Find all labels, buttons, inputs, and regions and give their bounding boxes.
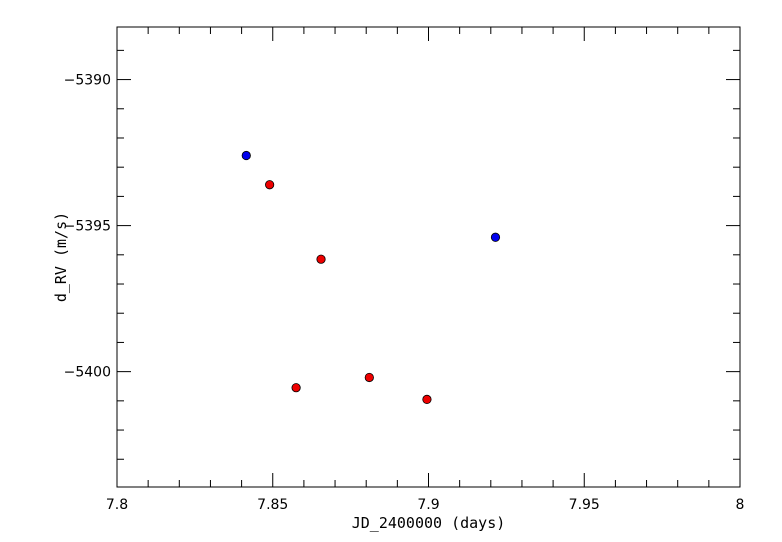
data-point: [241, 150, 251, 161]
tick-labels: 7.8 7.85 7.9 7.95 8 −5390 −5395 −5400: [64, 73, 745, 513]
y-axis-label: d_RV (m/s): [52, 212, 70, 302]
x-tick-label: 7.85: [257, 497, 288, 513]
x-tick-label: 7.95: [569, 497, 600, 513]
axis-ticks: [116, 27, 741, 487]
data-point: [291, 383, 301, 393]
data-point: [422, 394, 432, 404]
data-point: [490, 232, 501, 242]
x-tick-label: 7.8: [106, 497, 128, 513]
x-tick-label: 7.9: [417, 497, 439, 513]
data-point: [265, 180, 275, 190]
y-tick-label: −5390: [64, 73, 111, 89]
x-axis-label: JD_2400000 (days): [352, 514, 506, 532]
y-tick-label: −5395: [64, 219, 111, 235]
data-point: [364, 372, 374, 383]
data-points: [241, 150, 501, 404]
x-tick-label: 8: [736, 497, 745, 513]
plot-frame: [116, 26, 741, 488]
data-point: [316, 254, 326, 264]
y-tick-label: −5400: [64, 365, 111, 381]
